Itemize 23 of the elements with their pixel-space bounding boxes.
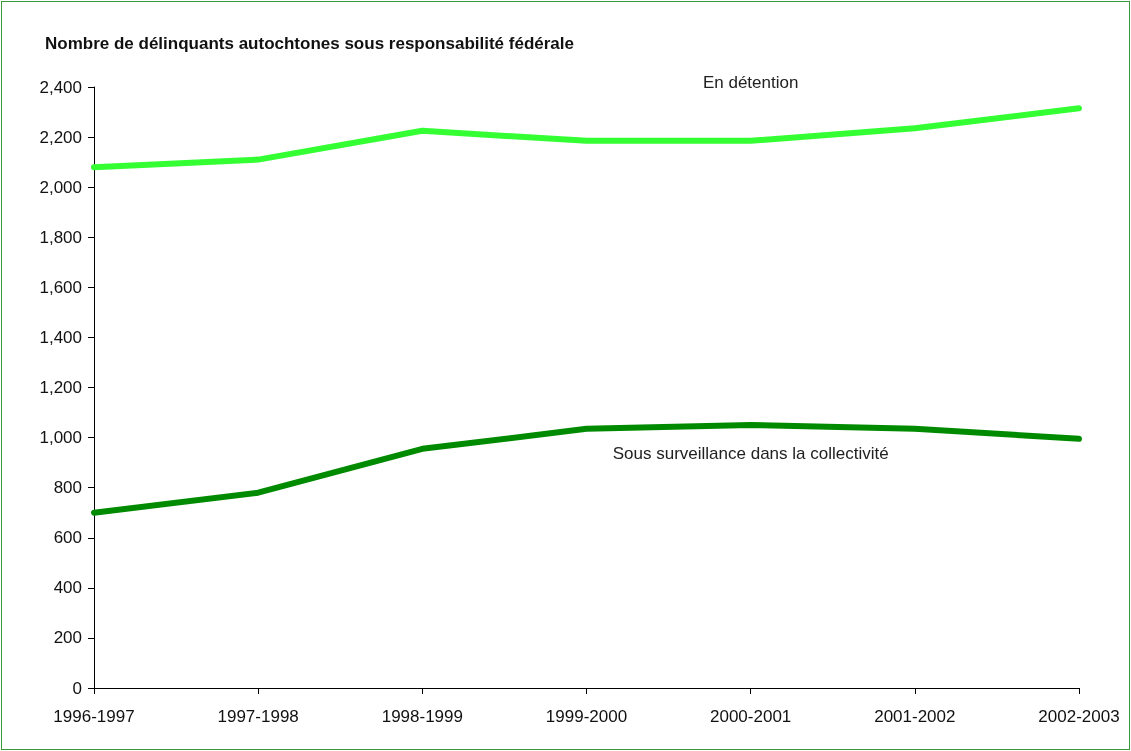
x-tick-label: 1997-1998: [217, 707, 299, 726]
x-tick-label: 1998-1999: [381, 707, 463, 726]
chart-title: Nombre de délinquants autochtones sous responsabilité fédérale: [45, 34, 575, 53]
y-tick-label: 2,000: [39, 177, 82, 197]
y-tick-label: 800: [53, 478, 82, 498]
y-tick-label: 400: [53, 578, 82, 598]
text: En détention: [702, 72, 799, 92]
y-tick-label: 1,600: [39, 277, 82, 297]
x-tick-label: 1996-1997: [53, 707, 135, 726]
y-tick-label: 2,200: [39, 127, 82, 147]
y-tick-label: 1,400: [39, 327, 82, 347]
x-tick-label: 2001-2002: [874, 707, 956, 726]
y-tick-label: 1,200: [39, 378, 82, 397]
y-tick-label: 0: [72, 678, 82, 698]
x-tick-label: 2002-2003: [1038, 707, 1120, 726]
y-tick-label: 2,400: [39, 77, 82, 97]
y-tick-label: 200: [53, 628, 82, 648]
series-label: Sous surveillance dans la collectivité: [612, 444, 889, 464]
y-tick-label: 600: [53, 528, 82, 548]
y-tick-label: 1,000: [39, 428, 82, 448]
y-tick-label: 1,800: [39, 227, 82, 247]
x-tick-label: 2000-2001: [710, 707, 792, 726]
x-tick-label: 1999-2000: [545, 707, 628, 726]
